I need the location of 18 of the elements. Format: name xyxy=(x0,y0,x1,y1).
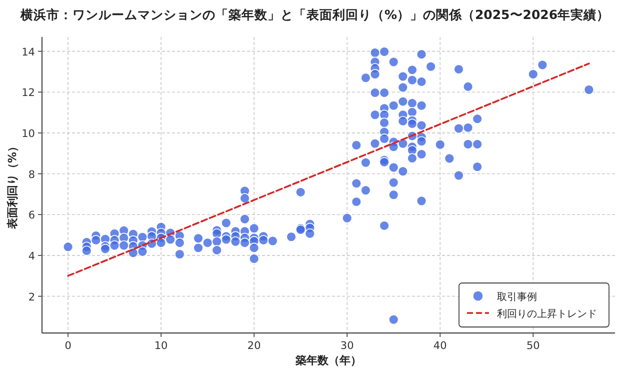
y-tick-label: 8 xyxy=(28,168,35,181)
y-axis-title: 表面利回り（%） xyxy=(6,140,19,230)
x-tick-label: 0 xyxy=(64,340,72,352)
x-axis-title: 築年数（年） xyxy=(294,354,362,367)
y-tick-label: 6 xyxy=(28,210,36,222)
y-tick-label: 4 xyxy=(28,250,36,262)
x-tick-label: 50 xyxy=(526,340,540,352)
y-tick-label: 14 xyxy=(22,46,36,58)
x-tick-label: 30 xyxy=(340,340,354,352)
legend-label: 利回りの上昇トレンド xyxy=(497,308,597,320)
x-tick-label: 20 xyxy=(247,340,261,352)
x-tick-label: 10 xyxy=(154,340,168,352)
legend-label: 取引事例 xyxy=(497,291,537,303)
y-tick-label: 10 xyxy=(22,128,35,140)
y-tick-label: 12 xyxy=(22,87,35,100)
y-tick-label: 2 xyxy=(28,291,35,304)
x-tick-label: 40 xyxy=(433,340,447,352)
chart-title: 横浜市：ワンルームマンションの「築年数」と「表面利回り（%）」の関係（2025〜2026年実績） xyxy=(19,7,610,22)
